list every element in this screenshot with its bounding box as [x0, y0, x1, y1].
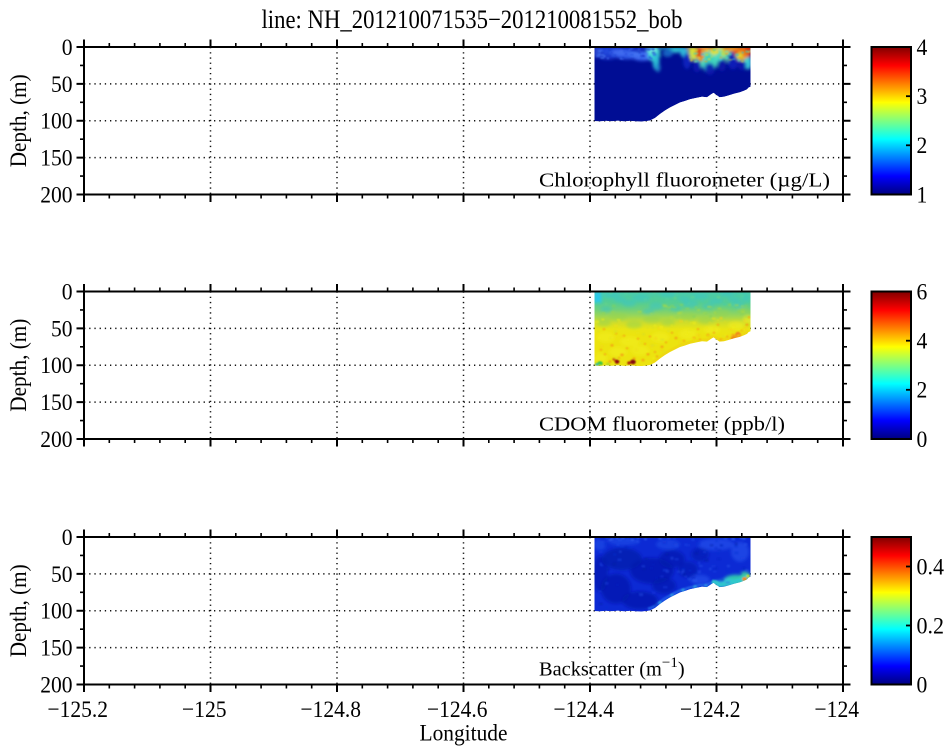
svg-text:2: 2 — [917, 133, 928, 159]
svg-text:3: 3 — [917, 84, 928, 110]
svg-text:2: 2 — [917, 378, 928, 404]
svg-text:−124: −124 — [815, 697, 860, 723]
svg-text:0: 0 — [917, 427, 928, 453]
svg-text:150: 150 — [40, 146, 72, 172]
svg-text:50: 50 — [51, 562, 73, 588]
svg-text:100: 100 — [40, 109, 72, 135]
svg-text:Depth, (m): Depth, (m) — [6, 319, 32, 412]
svg-text:−124.8: −124.8 — [301, 697, 362, 723]
svg-text:4: 4 — [917, 35, 928, 61]
svg-text:1: 1 — [917, 182, 928, 208]
svg-text:50: 50 — [51, 316, 73, 342]
svg-text:200: 200 — [40, 427, 72, 453]
svg-text:0.4: 0.4 — [917, 554, 945, 580]
svg-text:Depth, (m): Depth, (m) — [6, 564, 32, 657]
svg-text:150: 150 — [40, 390, 72, 416]
svg-text:Longitude: Longitude — [420, 721, 508, 747]
svg-text:−125: −125 — [182, 697, 227, 723]
svg-text:Backscatter (m−1): Backscatter (m−1) — [539, 655, 685, 681]
svg-text:0: 0 — [62, 525, 73, 551]
svg-text:CDOM fluorometer (ppb/l): CDOM fluorometer (ppb/l) — [539, 413, 785, 435]
svg-text:6: 6 — [917, 279, 928, 305]
svg-text:Chlorophyll fluorometer (µg/L): Chlorophyll fluorometer (µg/L) — [539, 169, 830, 191]
svg-text:−124.2: −124.2 — [680, 697, 741, 723]
svg-text:−125.2: −125.2 — [48, 697, 109, 723]
svg-text:−124.6: −124.6 — [427, 697, 488, 723]
svg-text:50: 50 — [51, 72, 73, 98]
svg-text:0: 0 — [62, 279, 73, 305]
svg-text:100: 100 — [40, 599, 72, 625]
svg-text:Depth, (m): Depth, (m) — [6, 74, 32, 167]
svg-text:200: 200 — [40, 672, 72, 698]
svg-text:0: 0 — [917, 672, 928, 698]
svg-text:4: 4 — [917, 329, 928, 355]
svg-text:200: 200 — [40, 182, 72, 208]
svg-text:0: 0 — [62, 35, 73, 61]
svg-text:100: 100 — [40, 353, 72, 379]
svg-text:line: NH_201210071535−20121008: line: NH_201210071535−201210081552_bob — [262, 5, 683, 34]
svg-text:0.2: 0.2 — [917, 613, 945, 639]
svg-text:−124.4: −124.4 — [553, 697, 614, 723]
svg-text:150: 150 — [40, 636, 72, 662]
